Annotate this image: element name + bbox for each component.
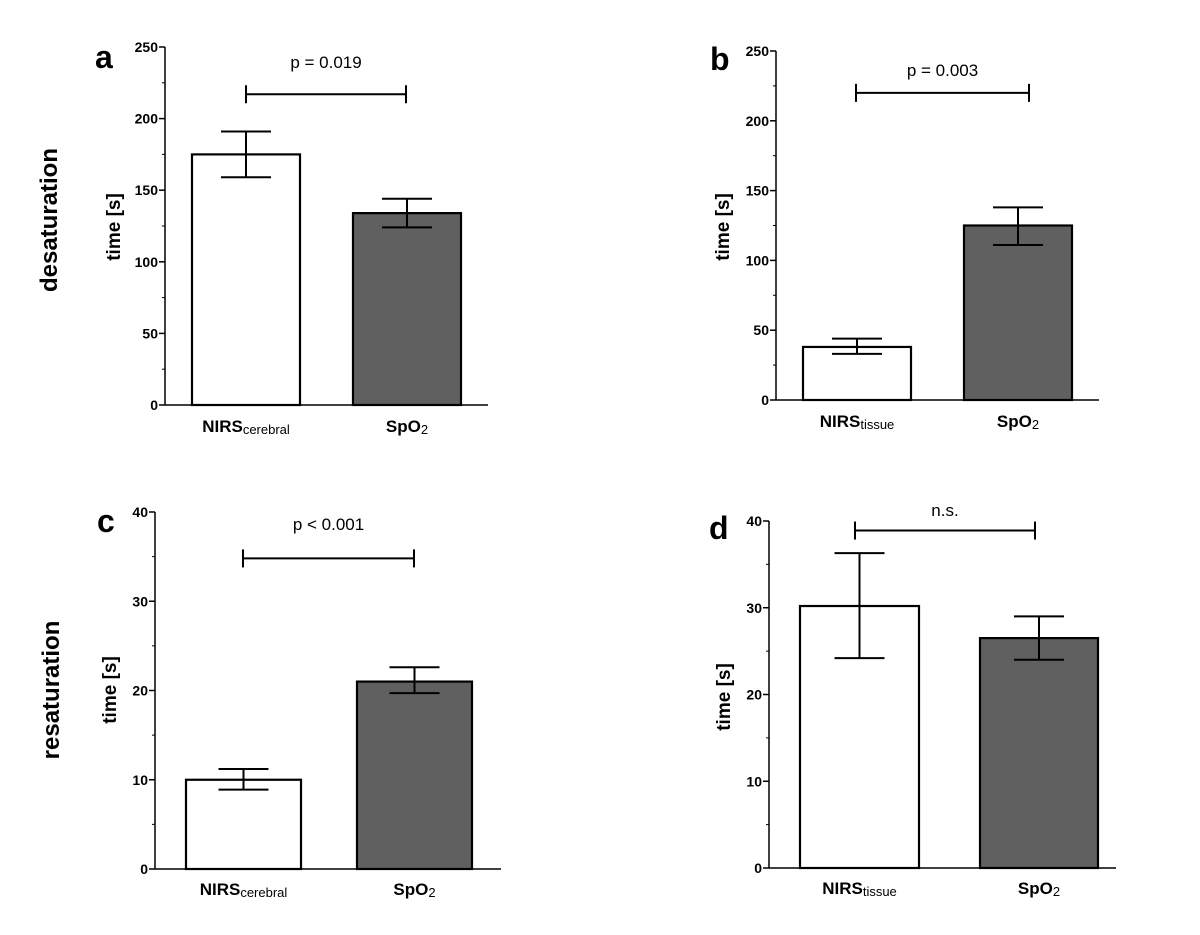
panel-b-letter: b <box>710 41 730 77</box>
panel-b-significance-bracket <box>855 83 1030 102</box>
panel-b-y-axis-label: time [s] <box>713 193 734 261</box>
panel-c-bar-2 <box>355 680 474 871</box>
panel-b-category-label-2: SpO2 <box>997 412 1039 432</box>
panel-c-bar-1 <box>184 778 303 871</box>
panel-a: a time [s] 0 50 100 150 200 250 NIRScerebral SpO2… <box>95 39 488 437</box>
panel-b-errorbar-2 <box>993 206 1043 247</box>
panel-d-ytick-label: 20 <box>746 687 762 703</box>
panel-b-ytick-label: 150 <box>746 183 770 199</box>
panel-d-errorbar-1 <box>834 552 885 660</box>
panel-a-ytick-label: 150 <box>135 182 159 198</box>
panel-a-ytick-label: 0 <box>150 397 158 413</box>
panel-b-ytick-label: 50 <box>753 322 769 338</box>
panel-a-ytick-label: 200 <box>135 111 159 127</box>
panel-d-y-axis-label: time [s] <box>714 663 735 731</box>
panel-b-ytick-label: 200 <box>746 113 770 129</box>
panel-d-letter: d <box>709 510 729 546</box>
panel-a-significance-label: p = 0.019 <box>290 53 361 72</box>
panel-a-category-label-2: SpO2 <box>386 417 428 437</box>
panel-c-errorbar-2 <box>389 666 440 695</box>
panel-d-significance-label: n.s. <box>931 501 958 520</box>
panel-a-errorbar-2 <box>382 197 432 229</box>
panel-c: c time [s] 0 10 20 30 40 NIRScerebral SpO2 p < 0.… <box>97 503 501 900</box>
panel-d-ytick-label: 10 <box>746 773 762 789</box>
panel-b-ytick-label: 100 <box>746 252 770 268</box>
panel-b-errorbar-1 <box>832 337 882 355</box>
panel-b: b time [s] 0 50 100 150 200 250 NIRStissue SpO2 p … <box>710 41 1099 432</box>
panel-d-significance-bracket <box>854 521 1036 540</box>
panel-a-ytick-label: 250 <box>135 39 159 55</box>
panel-a-bar-1 <box>190 153 302 407</box>
panel-a-significance-bracket <box>245 85 407 104</box>
panel-c-letter: c <box>97 503 115 539</box>
panel-d-errorbar-2 <box>1014 615 1064 661</box>
panel-d-ytick-label: 0 <box>754 860 762 876</box>
panel-d-category-label-1: NIRStissue <box>822 879 897 899</box>
panel-a-letter: a <box>95 39 113 75</box>
panel-a-errorbar-1 <box>221 130 271 179</box>
panel-b-category-label-1: NIRStissue <box>820 412 895 432</box>
panel-c-ytick-label: 10 <box>132 772 148 788</box>
panel-c-ytick-label: 0 <box>140 861 148 877</box>
panel-d-category-label-2: SpO2 <box>1018 879 1060 899</box>
panel-d: d time [s] 0 10 20 30 40 NIRStissue SpO2 n.s. <box>709 501 1116 899</box>
panel-c-ytick-label: 30 <box>132 593 148 609</box>
panel-c-significance-bracket <box>242 549 415 568</box>
panel-a-ytick-label: 50 <box>142 325 158 341</box>
panel-a-bar-2 <box>351 212 463 407</box>
panel-c-ytick-label: 20 <box>132 683 148 699</box>
panel-a-category-label-1: NIRScerebral <box>202 417 290 437</box>
panel-b-ytick-label: 0 <box>761 392 769 408</box>
panel-d-bar-2 <box>978 637 1100 870</box>
panel-a-ytick-label: 100 <box>135 254 159 270</box>
panel-b-bar-2 <box>962 224 1074 402</box>
panel-b-significance-label: p = 0.003 <box>907 61 978 80</box>
panel-d-ytick-label: 30 <box>746 600 762 616</box>
panel-c-significance-label: p < 0.001 <box>293 515 364 534</box>
panel-c-category-label-1: NIRScerebral <box>200 880 288 900</box>
panel-c-y-axis-label: time [s] <box>100 656 121 724</box>
row-label-resaturation: resaturation <box>38 621 65 760</box>
row-label-desaturation: desaturation <box>36 148 63 292</box>
panel-c-ytick-label: 40 <box>132 504 148 520</box>
panel-d-ytick-label: 40 <box>746 513 762 529</box>
panel-c-errorbar-1 <box>218 768 269 791</box>
panel-b-ytick-label: 250 <box>746 43 770 59</box>
panel-c-category-label-2: SpO2 <box>393 880 435 900</box>
panel-a-y-axis-label: time [s] <box>104 193 125 261</box>
